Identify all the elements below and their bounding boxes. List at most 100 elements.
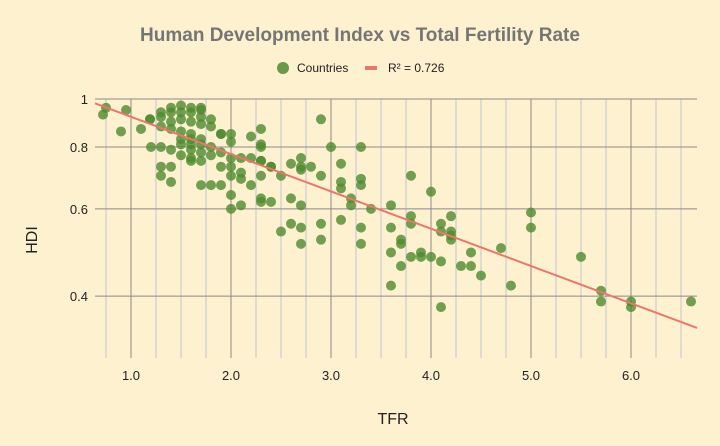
- legend-label-trendline: R² = 0.726: [388, 61, 445, 75]
- data-point: [686, 296, 696, 307]
- data-point: [296, 153, 306, 164]
- data-point: [506, 280, 516, 291]
- data-point: [496, 243, 506, 254]
- data-point: [176, 114, 186, 125]
- data-point: [526, 222, 536, 233]
- data-point: [206, 114, 216, 125]
- data-point: [406, 170, 416, 181]
- data-point: [216, 180, 226, 191]
- trendline-line: [94, 102, 698, 329]
- data-point: [145, 114, 155, 125]
- data-point: [146, 142, 156, 153]
- data-point: [356, 142, 366, 153]
- data-point: [176, 150, 186, 161]
- y-tick-label: 0.6: [70, 202, 88, 217]
- data-point: [246, 180, 256, 191]
- data-point: [186, 107, 196, 118]
- data-point: [416, 251, 426, 262]
- data-point: [216, 161, 226, 172]
- data-point: [226, 170, 236, 181]
- data-point: [446, 211, 456, 222]
- data-point: [316, 234, 326, 245]
- data-point: [176, 107, 186, 118]
- data-point: [396, 261, 406, 272]
- data-point: [476, 270, 486, 281]
- x-tick-label: 4.0: [422, 368, 440, 383]
- y-axis-label: HDI: [24, 226, 41, 254]
- data-point: [166, 107, 176, 118]
- data-point: [386, 200, 396, 211]
- x-tick-label: 5.0: [522, 368, 540, 383]
- data-point: [226, 161, 236, 172]
- x-axis-label: TFR: [377, 411, 408, 428]
- data-point: [346, 200, 356, 211]
- data-point: [436, 256, 446, 267]
- data-point: [186, 116, 196, 127]
- data-point: [136, 123, 146, 134]
- data-point: [226, 190, 236, 201]
- y-tick-label: 0.4: [70, 289, 88, 304]
- data-point: [406, 211, 416, 222]
- x-tick-label: 2.0: [222, 368, 240, 383]
- data-point: [196, 119, 206, 130]
- data-point: [336, 183, 346, 194]
- data-point: [256, 142, 266, 153]
- data-point: [226, 203, 236, 214]
- data-point: [196, 155, 206, 166]
- data-point: [236, 173, 246, 184]
- data-point: [236, 200, 246, 211]
- data-point: [156, 170, 166, 181]
- data-point: [386, 247, 396, 258]
- x-tick-label: 6.0: [622, 368, 640, 383]
- data-point: [306, 161, 316, 172]
- data-point: [256, 196, 266, 207]
- chart-title: Human Development Index vs Total Fertili…: [140, 25, 580, 46]
- data-point: [426, 186, 436, 197]
- data-point: [466, 261, 476, 272]
- data-point: [276, 226, 286, 237]
- data-point: [456, 261, 466, 272]
- data-point: [316, 218, 326, 229]
- y-axis-ticks: 1 0.8 0.6 0.4: [70, 92, 88, 304]
- data-point: [406, 251, 416, 262]
- legend-marker-trendline: [365, 66, 377, 70]
- y-tick-label: 1: [81, 92, 88, 107]
- data-point: [596, 296, 606, 307]
- data-point: [526, 207, 536, 218]
- data-point: [166, 116, 176, 127]
- data-point: [206, 121, 216, 132]
- data-point: [216, 128, 226, 139]
- x-tick-label: 3.0: [322, 368, 340, 383]
- x-axis-ticks: 1.0 2.0 3.0 4.0 5.0 6.0: [122, 368, 640, 383]
- data-point: [186, 144, 196, 155]
- data-point: [286, 218, 296, 229]
- data-point: [576, 251, 586, 262]
- trendline: [94, 102, 698, 329]
- data-point: [326, 142, 336, 153]
- data-point: [426, 251, 436, 262]
- data-point: [156, 142, 166, 153]
- data-point: [196, 180, 206, 191]
- data-point: [316, 114, 326, 125]
- data-point: [196, 105, 206, 116]
- data-point: [166, 144, 176, 155]
- data-points: [98, 100, 696, 313]
- data-point: [356, 180, 366, 191]
- legend: Countries R² = 0.726: [277, 61, 445, 75]
- data-point: [296, 222, 306, 233]
- data-point: [396, 238, 406, 249]
- data-point: [176, 139, 186, 150]
- data-point: [256, 170, 266, 181]
- data-point: [196, 111, 206, 122]
- legend-label-countries: Countries: [297, 61, 348, 75]
- data-point: [316, 170, 326, 181]
- data-point: [356, 238, 366, 249]
- data-point: [466, 247, 476, 258]
- data-point: [386, 222, 396, 233]
- data-point: [296, 238, 306, 249]
- data-point: [186, 155, 196, 166]
- data-point: [246, 131, 256, 142]
- y-tick-label: 0.8: [70, 140, 88, 155]
- data-point: [356, 222, 366, 233]
- data-point: [196, 147, 206, 158]
